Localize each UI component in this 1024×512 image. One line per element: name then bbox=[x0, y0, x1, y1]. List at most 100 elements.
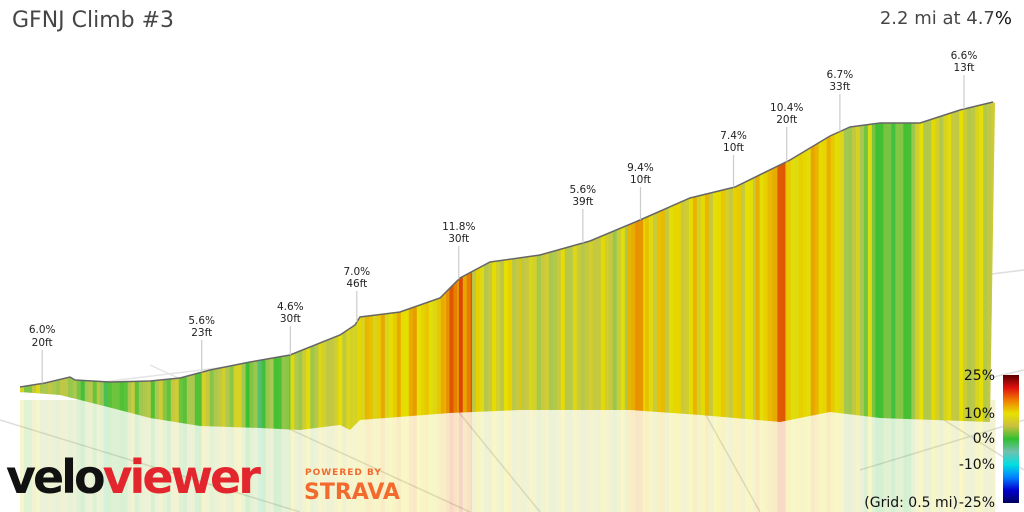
annotation-gain: 30ft bbox=[448, 233, 469, 245]
reflection-stripe bbox=[60, 400, 65, 512]
reflection-stripe bbox=[396, 400, 402, 512]
grade-stripe bbox=[524, 102, 530, 430]
grade-stripe bbox=[755, 102, 761, 430]
grade-stripe bbox=[951, 102, 956, 430]
grade-stripe bbox=[863, 102, 869, 430]
reflection-stripe bbox=[123, 400, 129, 512]
grade-stripe bbox=[492, 102, 497, 430]
reflection-stripe bbox=[806, 400, 812, 512]
grade-stripe bbox=[520, 102, 522, 430]
grid-line bbox=[859, 419, 1024, 471]
grade-stripe bbox=[627, 102, 632, 430]
reflection-stripe bbox=[28, 400, 33, 512]
reflection-stripe bbox=[851, 400, 857, 512]
reflection-stripe bbox=[810, 400, 816, 512]
grade-stripe bbox=[887, 102, 892, 430]
reflection-stripe bbox=[692, 400, 698, 512]
reflection-stripe bbox=[150, 400, 156, 512]
reflection-stripe bbox=[127, 400, 132, 512]
reflection-stripe bbox=[115, 400, 121, 512]
reflection-stripe bbox=[436, 400, 442, 512]
reflection-stripe bbox=[867, 400, 873, 512]
grade-stripe bbox=[785, 102, 788, 430]
reflection-stripe bbox=[899, 400, 904, 512]
reflection-stripe bbox=[748, 400, 754, 512]
reflection-stripe bbox=[424, 400, 430, 512]
reflection-stripe bbox=[241, 400, 247, 512]
reflection-stripe bbox=[322, 400, 327, 512]
reflection-stripe bbox=[289, 400, 291, 512]
reflection-stripe bbox=[400, 400, 406, 512]
reflection-stripe bbox=[213, 400, 219, 512]
reflection-stripe bbox=[134, 400, 140, 512]
grade-stripe bbox=[895, 102, 900, 430]
grade-stripe bbox=[584, 102, 590, 430]
reflection-stripe bbox=[736, 400, 742, 512]
grade-stripe bbox=[720, 102, 726, 430]
grade-stripe bbox=[700, 102, 706, 430]
reflection-stripe bbox=[470, 400, 473, 512]
grade-stripe bbox=[600, 102, 606, 430]
reflection-stripe bbox=[520, 400, 522, 512]
reflection-stripe bbox=[656, 400, 662, 512]
grade-legend: 25% 10% 0% -10% -25% (Grid: 0.5 mi) bbox=[864, 368, 1019, 511]
reflection-stripe bbox=[592, 400, 598, 512]
reflection-stripe bbox=[170, 400, 176, 512]
reflection-stripe bbox=[209, 400, 215, 512]
annotation-gain: 23ft bbox=[191, 327, 212, 339]
grade-stripe bbox=[979, 102, 984, 430]
grade-stripe bbox=[639, 102, 644, 430]
reflection-stripe bbox=[32, 400, 37, 512]
grade-stripe bbox=[724, 102, 730, 430]
reflection-stripe bbox=[298, 400, 303, 512]
reflection-stripe bbox=[480, 400, 485, 512]
reflection-stripe bbox=[88, 400, 94, 512]
reflection-stripe bbox=[68, 400, 70, 512]
grade-stripe bbox=[781, 102, 786, 430]
annotation-grade: 5.6% bbox=[569, 184, 596, 196]
reflection-stripe bbox=[162, 400, 168, 512]
reflection-stripe bbox=[895, 400, 900, 512]
reflection-stripe bbox=[915, 400, 920, 512]
reflection-stripe bbox=[516, 400, 521, 512]
grade-stripe bbox=[935, 102, 940, 430]
reflection-stripe bbox=[540, 400, 546, 512]
grade-stripe bbox=[696, 102, 702, 430]
reflection-stripe bbox=[767, 400, 773, 512]
reflection-stripe bbox=[306, 400, 311, 512]
grade-stripe bbox=[777, 102, 782, 430]
grade-stripe bbox=[680, 102, 686, 430]
reflection-stripe bbox=[64, 400, 69, 512]
grade-stripe bbox=[767, 102, 773, 430]
grade-stripe bbox=[931, 102, 936, 430]
grade-stripe bbox=[520, 102, 526, 430]
reflection-stripe bbox=[107, 400, 113, 512]
annotation-grade: 7.0% bbox=[343, 266, 370, 278]
reflection-stripe bbox=[931, 400, 936, 512]
reflection-stripe bbox=[596, 400, 602, 512]
reflection-stripe bbox=[269, 400, 275, 512]
grade-stripe bbox=[752, 102, 757, 430]
annotation-gain: 20ft bbox=[776, 114, 797, 126]
grade-stripe bbox=[875, 102, 880, 430]
reflection-stripe bbox=[939, 400, 944, 512]
reflection-stripe bbox=[281, 400, 287, 512]
reflection-stripe bbox=[198, 400, 203, 512]
grade-stripe bbox=[648, 102, 654, 430]
reflection-stripe bbox=[273, 400, 279, 512]
reflection-stripe bbox=[508, 400, 513, 512]
reflection-stripe bbox=[935, 400, 940, 512]
grade-stripe bbox=[763, 102, 769, 430]
grade-stripe bbox=[732, 102, 738, 430]
reflection-stripe bbox=[245, 400, 251, 512]
reflection-stripe bbox=[24, 400, 29, 512]
grade-stripe bbox=[814, 102, 820, 430]
grade-stripe bbox=[704, 102, 710, 430]
grade-stripe bbox=[967, 102, 972, 430]
grade-stripe bbox=[851, 102, 857, 430]
reflection-stripe bbox=[903, 400, 908, 512]
reflection-stripe bbox=[314, 400, 319, 512]
grade-stripe bbox=[915, 102, 920, 430]
reflection-stripe bbox=[963, 400, 968, 512]
reflection-stripe bbox=[802, 400, 808, 512]
